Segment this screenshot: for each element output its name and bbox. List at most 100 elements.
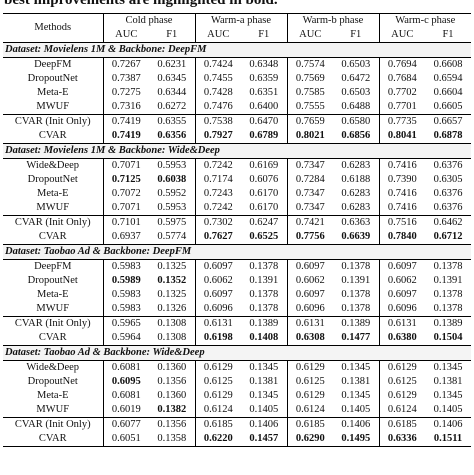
value-cell: 0.1345 xyxy=(333,389,379,403)
value-cell: 0.6129 xyxy=(286,389,333,403)
value-text: 0.6345 xyxy=(157,73,187,84)
value-text: 0.1358 xyxy=(157,433,187,444)
value-text: 0.7284 xyxy=(295,174,325,185)
value-text: 0.7347 xyxy=(295,188,325,199)
value-text: 0.6097 xyxy=(387,289,417,300)
value-cell: 0.6363 xyxy=(333,215,379,230)
value-cell: 0.7701 xyxy=(378,100,425,115)
value-text: 0.5953 xyxy=(157,160,187,171)
value-text: 0.6639 xyxy=(341,231,371,242)
value-text: 0.1405 xyxy=(249,404,279,415)
value-cell: 0.7585 xyxy=(286,86,333,100)
value-text: 0.7569 xyxy=(295,73,325,84)
value-text: 0.7424 xyxy=(203,59,233,70)
value-cell: 0.6062 xyxy=(286,274,333,288)
value-cell: 0.6076 xyxy=(241,173,287,187)
method-cell: Meta-E xyxy=(37,289,69,300)
value-cell: 0.1457 xyxy=(241,432,287,447)
value-text: 0.5983 xyxy=(111,303,141,314)
value-cell: 0.6472 xyxy=(333,72,379,86)
value-cell: 0.6019 xyxy=(102,403,149,418)
value-cell: 0.6937 xyxy=(102,230,149,245)
value-cell: 0.1308 xyxy=(149,316,195,331)
value-text: 0.7416 xyxy=(387,160,417,171)
value-text: 0.1345 xyxy=(433,390,463,401)
value-cell: 0.1511 xyxy=(425,432,471,447)
value-cell: 0.1356 xyxy=(149,417,195,432)
value-text: 0.6097 xyxy=(387,261,417,272)
value-cell: 0.6525 xyxy=(241,230,287,245)
value-cell: 0.6125 xyxy=(194,375,241,389)
value-text: 0.1325 xyxy=(157,289,187,300)
value-cell: 0.7735 xyxy=(378,114,425,129)
value-cell: 0.6038 xyxy=(149,173,195,187)
value-cell: 0.6131 xyxy=(194,316,241,331)
value-cell: 0.6503 xyxy=(333,58,379,73)
value-cell: 0.6380 xyxy=(378,331,425,346)
value-cell: 0.6594 xyxy=(425,72,471,86)
value-cell: 0.1406 xyxy=(241,417,287,432)
method-cell: MWUF xyxy=(36,404,70,415)
value-cell: 0.7174 xyxy=(194,173,241,187)
value-cell: 0.6305 xyxy=(425,173,471,187)
value-text: 0.6097 xyxy=(295,289,325,300)
value-cell: 0.6283 xyxy=(333,201,379,216)
data-row: DropoutNet 0.7125 0.6038 0.7174 0.6076 0.7284… xyxy=(3,173,471,187)
value-cell: 0.7347 xyxy=(286,158,333,173)
method-cell: CVAR (Init Only) xyxy=(3,316,103,331)
value-text: 0.7702 xyxy=(387,87,417,98)
method-cell: CVAR (Init Only) xyxy=(3,114,103,129)
value-text: 0.1345 xyxy=(341,362,371,373)
value-text: 0.1405 xyxy=(433,404,463,415)
value-cell: 0.7387 xyxy=(102,72,149,86)
data-row: DropoutNet 0.7387 0.6345 0.7455 0.6359 0.7569… xyxy=(3,72,471,86)
value-text: 0.6096 xyxy=(295,303,325,314)
value-text: 0.1356 xyxy=(157,376,187,387)
value-text: 0.6789 xyxy=(249,130,279,141)
value-cell: 0.6129 xyxy=(286,360,333,375)
value-cell: 0.6062 xyxy=(194,274,241,288)
value-cell: 0.6355 xyxy=(149,114,195,129)
value-text: 0.7574 xyxy=(295,59,325,70)
value-text: 0.6081 xyxy=(111,390,141,401)
value-text: 0.1326 xyxy=(157,303,187,314)
section-title: Dataset: Taobao Ad & Backbone: Wide&Deep xyxy=(3,345,471,361)
metric-row: AUC F1 AUC F1 AUC F1 AUC F1 xyxy=(3,28,471,43)
value-cell: 0.6290 xyxy=(286,432,333,447)
value-text: 0.6129 xyxy=(295,362,325,373)
value-text: 0.6503 xyxy=(341,59,371,70)
value-cell: 0.1391 xyxy=(425,274,471,288)
value-text: 0.7071 xyxy=(111,160,141,171)
value-text: 0.6188 xyxy=(341,174,371,185)
value-cell: 0.1345 xyxy=(241,361,287,376)
value-text: 0.6400 xyxy=(249,101,279,112)
value-text: 0.1378 xyxy=(341,261,371,272)
value-cell: 0.6077 xyxy=(102,417,149,432)
value-text: 0.6124 xyxy=(387,404,417,415)
value-text: 0.7347 xyxy=(295,160,325,171)
data-row: Wide&Deep 0.7071 0.5953 0.7242 0.6169 0.7347 0… xyxy=(3,158,471,174)
value-text: 0.7390 xyxy=(387,174,417,185)
value-cell: 0.6125 xyxy=(378,375,425,389)
value-cell: 0.5983 xyxy=(102,288,149,302)
value-cell: 0.1378 xyxy=(425,260,471,275)
value-text: 0.1345 xyxy=(249,390,279,401)
value-text: 0.1308 xyxy=(157,318,187,329)
data-row: CVAR (Init Only) 0.5965 0.1308 0.6131 0.1389… xyxy=(3,316,471,331)
value-text: 0.1378 xyxy=(433,303,463,314)
value-cell: 0.6124 xyxy=(286,403,333,418)
method-cell: DeepFM xyxy=(34,261,72,272)
value-cell: 0.6376 xyxy=(425,159,471,174)
value-cell: 0.7694 xyxy=(378,57,425,72)
value-cell: 0.6097 xyxy=(286,288,333,302)
value-text: 0.6125 xyxy=(387,376,417,387)
value-cell: 0.6198 xyxy=(194,331,241,346)
value-text: 0.1352 xyxy=(157,275,187,286)
value-cell: 0.6856 xyxy=(333,129,379,144)
value-cell: 0.7390 xyxy=(378,173,425,187)
value-cell: 0.7684 xyxy=(378,72,425,86)
value-cell: 0.1378 xyxy=(333,288,379,302)
value-cell: 0.6129 xyxy=(378,389,425,403)
value-cell: 0.1381 xyxy=(241,375,287,389)
